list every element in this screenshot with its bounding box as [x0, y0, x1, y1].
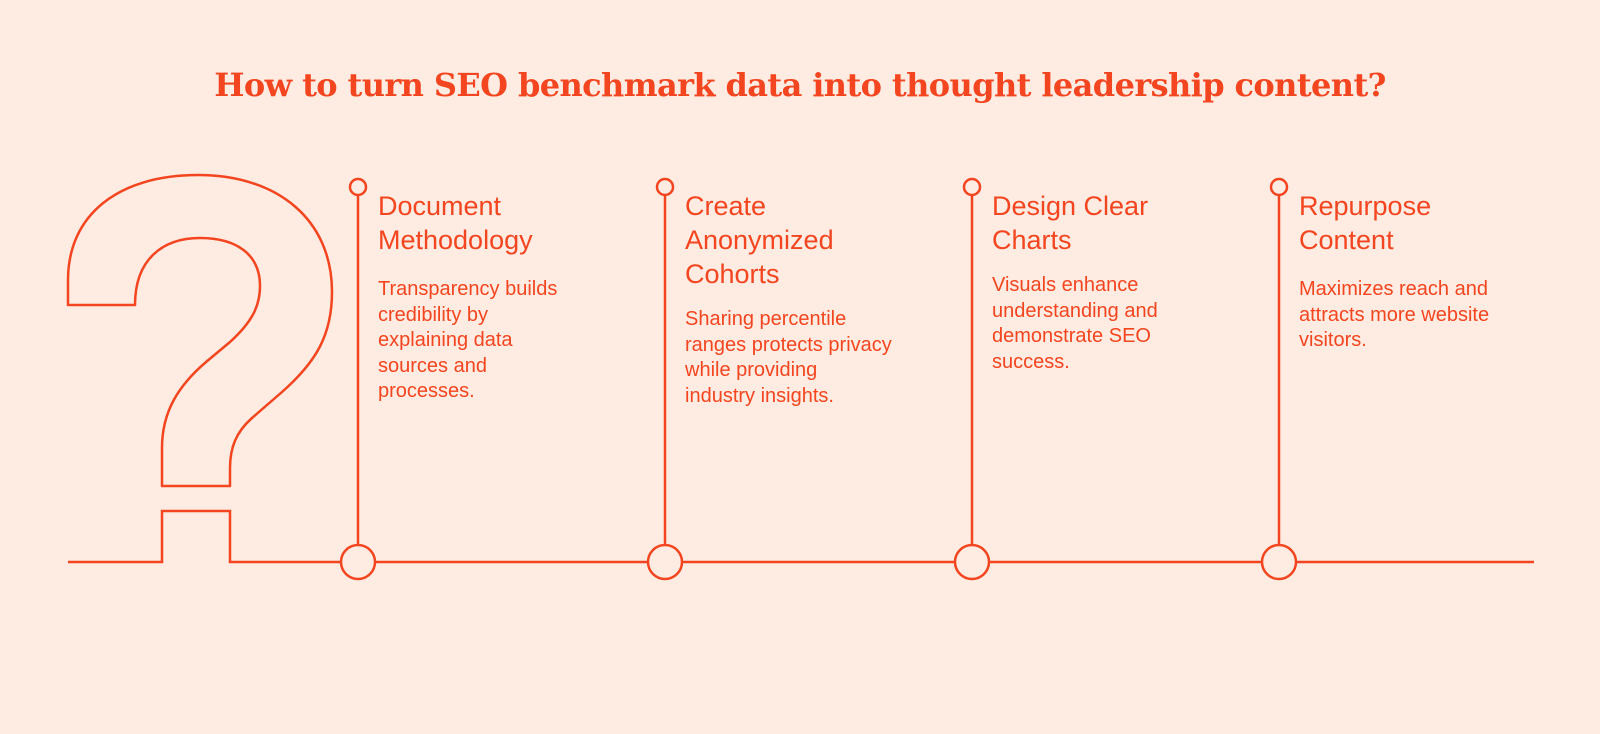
- step-4: Repurpose Content Maximizes reach and at…: [1299, 189, 1569, 354]
- step-1-top-node: [348, 177, 368, 197]
- step-3-bottom-node: [953, 543, 991, 581]
- question-mark-icon: [66, 173, 334, 488]
- step-1-title: Document Methodology: [378, 191, 533, 255]
- timeline-baseline: [68, 509, 1534, 564]
- step-4-bottom-node: [1260, 543, 1298, 581]
- step-1-bottom-node: [339, 543, 377, 581]
- step-3-description: Visuals enhance understanding and demons…: [992, 274, 1158, 373]
- step-4-top-node: [1269, 177, 1289, 197]
- step-2-top-node: [655, 177, 675, 197]
- page-title: How to turn SEO benchmark data into thou…: [214, 66, 1386, 104]
- step-3-top-node: [962, 177, 982, 197]
- step-2-title: Create Anonymized Cohorts: [685, 191, 834, 289]
- step-3: Design Clear Charts Visuals enhance unde…: [992, 189, 1262, 375]
- step-2-bottom-node: [646, 543, 684, 581]
- step-2: Create Anonymized Cohorts Sharing percen…: [685, 189, 955, 409]
- step-2-description: Sharing percentile ranges protects priva…: [685, 308, 892, 407]
- step-4-title: Repurpose Content: [1299, 191, 1432, 255]
- step-1: Document Methodology Transparency builds…: [378, 189, 648, 405]
- step-1-description: Transparency builds credibility by expla…: [378, 278, 558, 402]
- step-3-title: Design Clear Charts: [992, 191, 1149, 255]
- step-4-description: Maximizes reach and attracts more websit…: [1299, 278, 1490, 351]
